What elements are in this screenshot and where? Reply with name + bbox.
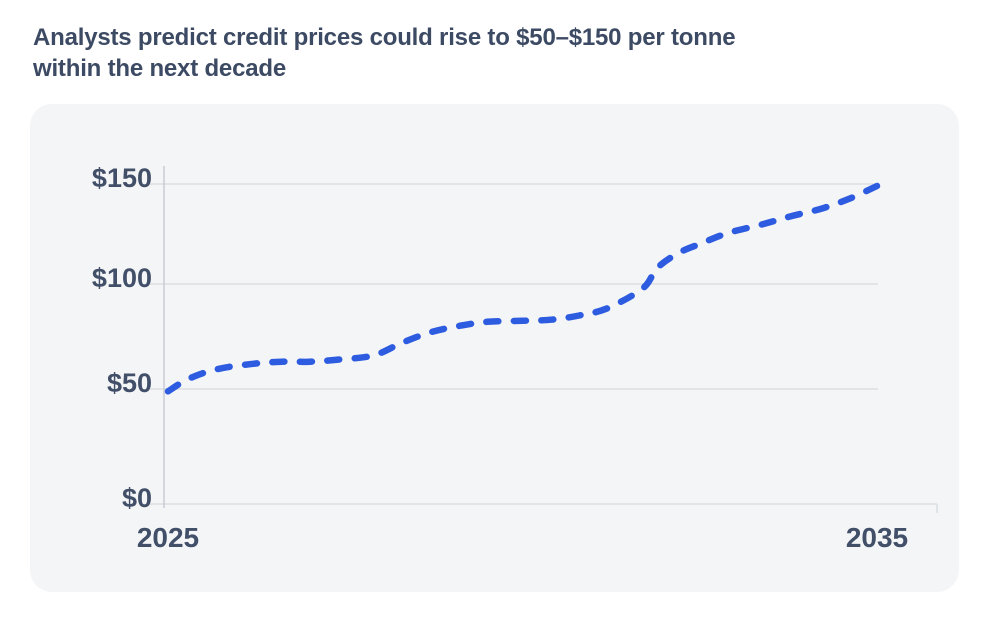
y-axis-label-100: $100: [92, 263, 152, 293]
price-trend-line: [164, 182, 881, 395]
title-line-2: within the next decade: [33, 55, 286, 82]
y-axis-label-150: $150: [92, 163, 152, 193]
x-axis-label-2035: 2035: [846, 522, 908, 553]
page-title: Analysts predict credit prices could ris…: [33, 22, 736, 84]
x-axis-label-2025: 2025: [137, 522, 199, 553]
y-axis-label-50: $50: [107, 368, 152, 398]
y-axis-label-0: $0: [122, 483, 152, 513]
price-forecast-chart: $0 $50 $100 $150 2025 2035: [92, 163, 938, 553]
title-line-1: Analysts predict credit prices could ris…: [33, 24, 736, 51]
chart-card: $0 $50 $100 $150 2025 2035: [30, 104, 959, 592]
